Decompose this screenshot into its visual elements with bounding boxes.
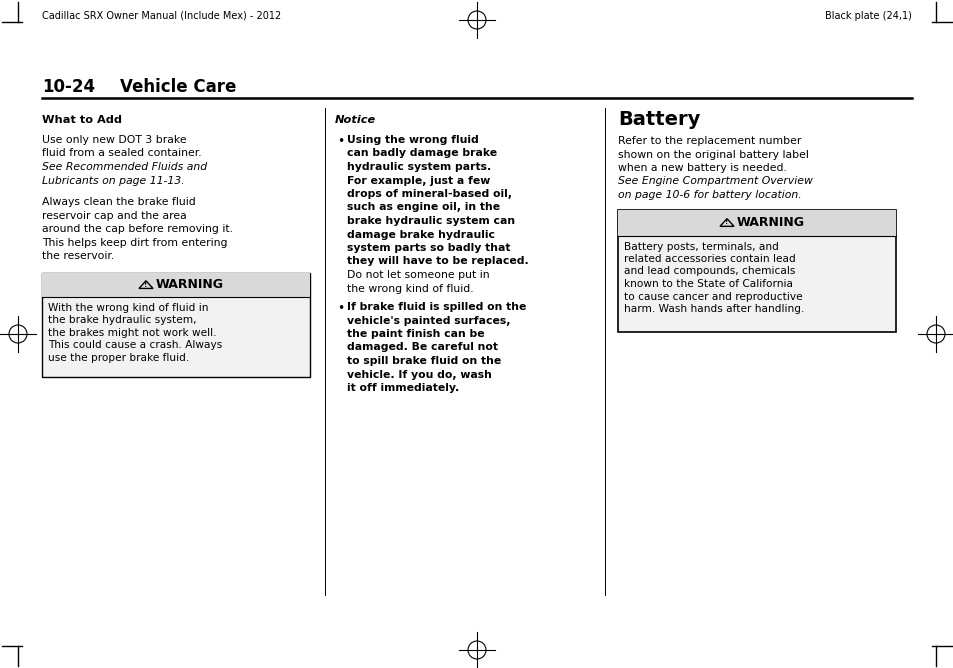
Text: Black plate (24,1): Black plate (24,1)	[824, 11, 911, 21]
Text: damage brake hydraulic: damage brake hydraulic	[347, 230, 495, 240]
Text: See Engine Compartment Overview: See Engine Compartment Overview	[618, 176, 812, 186]
Text: This could cause a crash. Always: This could cause a crash. Always	[48, 340, 222, 350]
Text: the paint finish can be: the paint finish can be	[347, 329, 484, 339]
Text: damaged. Be careful not: damaged. Be careful not	[347, 343, 497, 353]
Text: Refer to the replacement number: Refer to the replacement number	[618, 136, 801, 146]
Text: fluid from a sealed container.: fluid from a sealed container.	[42, 148, 201, 158]
Text: to cause cancer and reproductive: to cause cancer and reproductive	[623, 291, 801, 301]
Text: vehicle. If you do, wash: vehicle. If you do, wash	[347, 369, 492, 379]
Text: drops of mineral-based oil,: drops of mineral-based oil,	[347, 189, 512, 199]
Text: !: !	[144, 282, 148, 288]
Text: !: !	[724, 220, 728, 226]
Text: Use only new DOT 3 brake: Use only new DOT 3 brake	[42, 135, 187, 145]
Text: See Recommended Fluids and: See Recommended Fluids and	[42, 162, 207, 172]
Text: Notice: Notice	[335, 115, 375, 125]
Text: Always clean the brake fluid: Always clean the brake fluid	[42, 197, 195, 207]
Text: vehicle's painted surfaces,: vehicle's painted surfaces,	[347, 315, 510, 325]
Text: •: •	[336, 135, 344, 148]
Text: Using the wrong fluid: Using the wrong fluid	[347, 135, 478, 145]
Text: known to the State of California: known to the State of California	[623, 279, 792, 289]
Text: they will have to be replaced.: they will have to be replaced.	[347, 257, 528, 267]
Text: WARNING: WARNING	[737, 216, 804, 229]
Text: on page 10-6 for battery location.: on page 10-6 for battery location.	[618, 190, 801, 200]
Text: 10-24: 10-24	[42, 78, 95, 96]
Text: •: •	[336, 302, 344, 315]
Text: If brake fluid is spilled on the: If brake fluid is spilled on the	[347, 302, 526, 312]
Text: hydraulic system parts.: hydraulic system parts.	[347, 162, 491, 172]
FancyBboxPatch shape	[618, 210, 895, 236]
Text: when a new battery is needed.: when a new battery is needed.	[618, 163, 786, 173]
Text: related accessories contain lead: related accessories contain lead	[623, 254, 795, 264]
Text: it off immediately.: it off immediately.	[347, 383, 458, 393]
Text: can badly damage brake: can badly damage brake	[347, 148, 497, 158]
Text: the wrong kind of fluid.: the wrong kind of fluid.	[347, 283, 473, 293]
Text: such as engine oil, in the: such as engine oil, in the	[347, 202, 499, 212]
Text: This helps keep dirt from entering: This helps keep dirt from entering	[42, 238, 227, 248]
Text: With the wrong kind of fluid in: With the wrong kind of fluid in	[48, 303, 209, 313]
FancyBboxPatch shape	[42, 273, 310, 377]
Text: harm. Wash hands after handling.: harm. Wash hands after handling.	[623, 304, 803, 314]
Text: Do not let someone put in: Do not let someone put in	[347, 270, 489, 280]
Text: around the cap before removing it.: around the cap before removing it.	[42, 224, 233, 234]
Text: the brake hydraulic system,: the brake hydraulic system,	[48, 315, 196, 325]
Text: What to Add: What to Add	[42, 115, 122, 125]
Text: system parts so badly that: system parts so badly that	[347, 243, 510, 253]
Text: the brakes might not work well.: the brakes might not work well.	[48, 327, 216, 337]
Text: the reservoir.: the reservoir.	[42, 251, 114, 261]
Text: WARNING: WARNING	[156, 278, 224, 291]
Text: brake hydraulic system can: brake hydraulic system can	[347, 216, 515, 226]
Text: Vehicle Care: Vehicle Care	[120, 78, 236, 96]
Text: Battery: Battery	[618, 110, 700, 129]
Text: to spill brake fluid on the: to spill brake fluid on the	[347, 356, 500, 366]
Text: Lubricants on page 11-13.: Lubricants on page 11-13.	[42, 176, 185, 186]
Text: reservoir cap and the area: reservoir cap and the area	[42, 210, 187, 220]
Text: use the proper brake fluid.: use the proper brake fluid.	[48, 353, 189, 363]
Text: Cadillac SRX Owner Manual (Include Mex) - 2012: Cadillac SRX Owner Manual (Include Mex) …	[42, 11, 281, 21]
FancyBboxPatch shape	[42, 273, 310, 297]
Text: Battery posts, terminals, and: Battery posts, terminals, and	[623, 242, 778, 251]
FancyBboxPatch shape	[618, 210, 895, 331]
Text: shown on the original battery label: shown on the original battery label	[618, 150, 808, 160]
Text: and lead compounds, chemicals: and lead compounds, chemicals	[623, 267, 795, 277]
Text: For example, just a few: For example, just a few	[347, 176, 490, 186]
